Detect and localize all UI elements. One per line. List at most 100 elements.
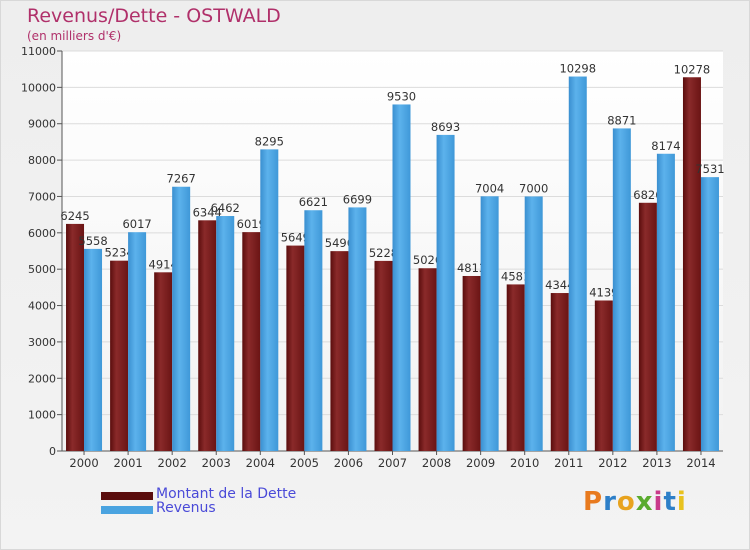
x-tick-label: 2009 — [466, 456, 495, 470]
data-label-dette: 5228 — [369, 246, 398, 260]
bar-revenus — [612, 128, 631, 451]
bar-dette — [638, 202, 657, 451]
bar-dette — [506, 284, 525, 451]
bar-revenus — [304, 210, 323, 451]
logo-letter: r — [603, 487, 617, 517]
x-tick-label: 2000 — [69, 456, 98, 470]
data-label-dette: 4813 — [457, 261, 486, 275]
x-tick-label: 2007 — [378, 456, 407, 470]
data-label-revenus: 10298 — [559, 62, 596, 76]
data-label-revenus: 8295 — [255, 134, 284, 148]
data-label-revenus: 6017 — [122, 217, 151, 231]
bar-revenus — [436, 134, 455, 451]
bar-dette — [286, 245, 305, 451]
bar-revenus — [260, 149, 279, 451]
data-label-revenus: 6621 — [299, 195, 328, 209]
x-tick-label: 2013 — [642, 456, 671, 470]
bar-dette — [374, 260, 393, 451]
data-label-revenus: 5558 — [78, 234, 107, 248]
bar-revenus — [84, 248, 103, 451]
bar-dette — [330, 251, 349, 451]
bar-dette — [462, 275, 481, 451]
data-label-revenus: 8693 — [431, 120, 460, 134]
logo-letter: i — [653, 487, 664, 517]
bar-revenus — [480, 196, 499, 451]
x-tick-label: 2005 — [290, 456, 319, 470]
x-tick-label: 2002 — [158, 456, 187, 470]
data-label-dette: 5649 — [281, 231, 310, 245]
bar-revenus — [348, 207, 367, 451]
x-tick-label: 2008 — [422, 456, 451, 470]
data-label-dette: 6245 — [60, 209, 89, 223]
proxiti-logo: Proxiti — [583, 487, 687, 517]
y-tick-label: 2000 — [28, 372, 56, 385]
logo-letter: t — [663, 487, 677, 517]
bar-revenus — [172, 186, 191, 451]
data-label-revenus: 8174 — [651, 139, 680, 153]
bar-revenus — [128, 232, 147, 451]
y-tick-label: 9000 — [28, 118, 56, 131]
data-label-revenus: 7004 — [475, 181, 504, 195]
y-tick-label: 11000 — [21, 45, 56, 58]
data-label-dette: 6019 — [237, 217, 266, 231]
data-label-revenus: 7267 — [167, 172, 196, 186]
x-tick-label: 2011 — [554, 456, 583, 470]
x-tick-label: 2001 — [113, 456, 142, 470]
logo-letter: P — [583, 487, 604, 517]
bar-revenus — [568, 76, 587, 451]
y-tick-label: 0 — [49, 445, 56, 458]
legend-swatch-revenus — [101, 506, 153, 514]
logo-letter: o — [616, 487, 636, 517]
y-tick-label: 4000 — [28, 300, 56, 313]
legend-label-revenus: Revenus — [156, 500, 216, 516]
bar-dette — [242, 232, 261, 451]
data-label-dette: 4139 — [589, 285, 618, 299]
data-label-revenus: 9530 — [387, 89, 416, 103]
x-tick-label: 2006 — [334, 456, 363, 470]
bar-dette — [594, 300, 613, 451]
x-tick-label: 2003 — [202, 456, 231, 470]
y-tick-label: 6000 — [28, 227, 56, 240]
bar-dette — [154, 272, 173, 451]
plot-area: 0 1000 2000 3000 4000 5000 6000 7000 8000 9000 100… — [21, 45, 725, 470]
bar-revenus — [392, 104, 411, 452]
data-label-dette: 4914 — [149, 257, 178, 271]
chart-subtitle: (en milliers d'€) — [27, 29, 122, 43]
legend-swatch-dette — [101, 492, 153, 500]
data-label-revenus: 6462 — [211, 201, 240, 215]
y-tick-label: 10000 — [21, 81, 56, 94]
y-tick-label: 1000 — [28, 409, 56, 422]
y-tick-label: 8000 — [28, 154, 56, 167]
y-tick-label: 3000 — [28, 336, 56, 349]
bar-dette — [66, 223, 85, 451]
data-label-dette: 5026 — [413, 253, 442, 267]
bar-dette — [198, 220, 217, 451]
y-tick-label: 7000 — [28, 190, 56, 203]
data-label-dette: 5234 — [104, 246, 133, 260]
data-label-dette: 4581 — [501, 269, 530, 283]
bar-dette — [550, 293, 569, 451]
data-label-dette: 5496 — [325, 236, 354, 250]
logo-letter: x — [635, 487, 654, 517]
chart-title: Revenus/Dette - OSTWALD — [27, 5, 281, 27]
bar-revenus — [216, 216, 235, 451]
x-tick-label: 2004 — [246, 456, 275, 470]
logo-letter: i — [676, 487, 687, 517]
data-label-dette: 10278 — [674, 62, 711, 76]
data-label-dette: 6826 — [633, 188, 662, 202]
x-tick-label: 2012 — [598, 456, 627, 470]
bar-revenus — [700, 177, 719, 452]
x-tick-label: 2014 — [686, 456, 715, 470]
data-label-revenus: 7000 — [519, 181, 548, 195]
bar-dette — [418, 268, 437, 451]
bar-dette — [110, 260, 129, 451]
legend-label-dette: Montant de la Dette — [156, 486, 297, 502]
data-label-revenus: 6699 — [343, 192, 372, 206]
bar-revenus — [524, 196, 543, 451]
x-tick-label: 2010 — [510, 456, 539, 470]
data-label-dette: 6344 — [193, 205, 222, 219]
data-label-dette: 4344 — [545, 278, 574, 292]
y-tick-label: 5000 — [28, 263, 56, 276]
